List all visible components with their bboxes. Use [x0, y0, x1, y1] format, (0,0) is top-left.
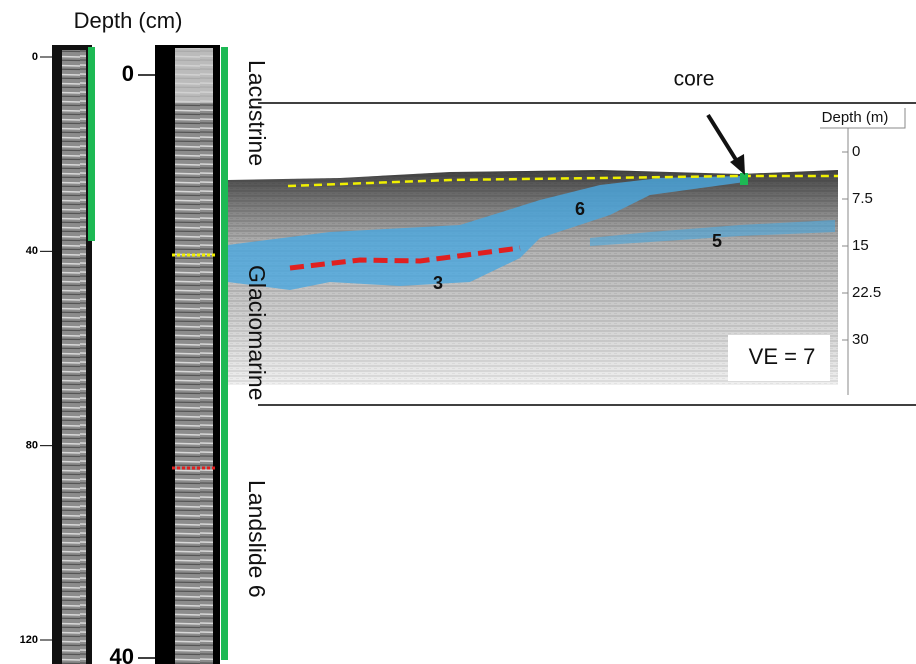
tick-label: 30	[852, 331, 869, 348]
unit-name: Landslide 6	[244, 480, 270, 598]
tick-label: 0	[122, 61, 134, 86]
core-scan-bar	[88, 47, 95, 241]
core-detail	[175, 48, 213, 664]
arrow-shaft	[708, 115, 738, 163]
unit-name: Glaciomarine	[244, 265, 270, 401]
core-detail-bar	[221, 47, 228, 660]
core-label: core	[674, 68, 715, 91]
core-top	[175, 48, 213, 103]
unit-label: 5	[712, 231, 722, 251]
unit-name: Lacustrine	[244, 60, 270, 166]
figure: Depth (cm) core Depth (m) VE = 7 0 40 80 12…	[0, 0, 916, 664]
tick-label: 80	[26, 440, 38, 452]
core-scan	[62, 50, 86, 664]
tick-label: 15	[852, 237, 869, 254]
unit-label: 3	[433, 273, 443, 293]
tick-label: 40	[26, 245, 38, 257]
depth-axis-title: Depth (m)	[822, 109, 889, 126]
core-site	[740, 173, 748, 185]
depth-title: Depth (cm)	[74, 8, 183, 33]
tick-label: 7.5	[852, 190, 873, 207]
tick-label: 40	[110, 644, 134, 664]
tick-label: 0	[852, 143, 860, 160]
tick-label: 0	[32, 51, 38, 63]
tick-label: 120	[20, 634, 38, 646]
tick-label: 22.5	[852, 284, 881, 301]
ve-note: VE = 7	[749, 344, 816, 369]
unit-label: 6	[575, 199, 585, 219]
